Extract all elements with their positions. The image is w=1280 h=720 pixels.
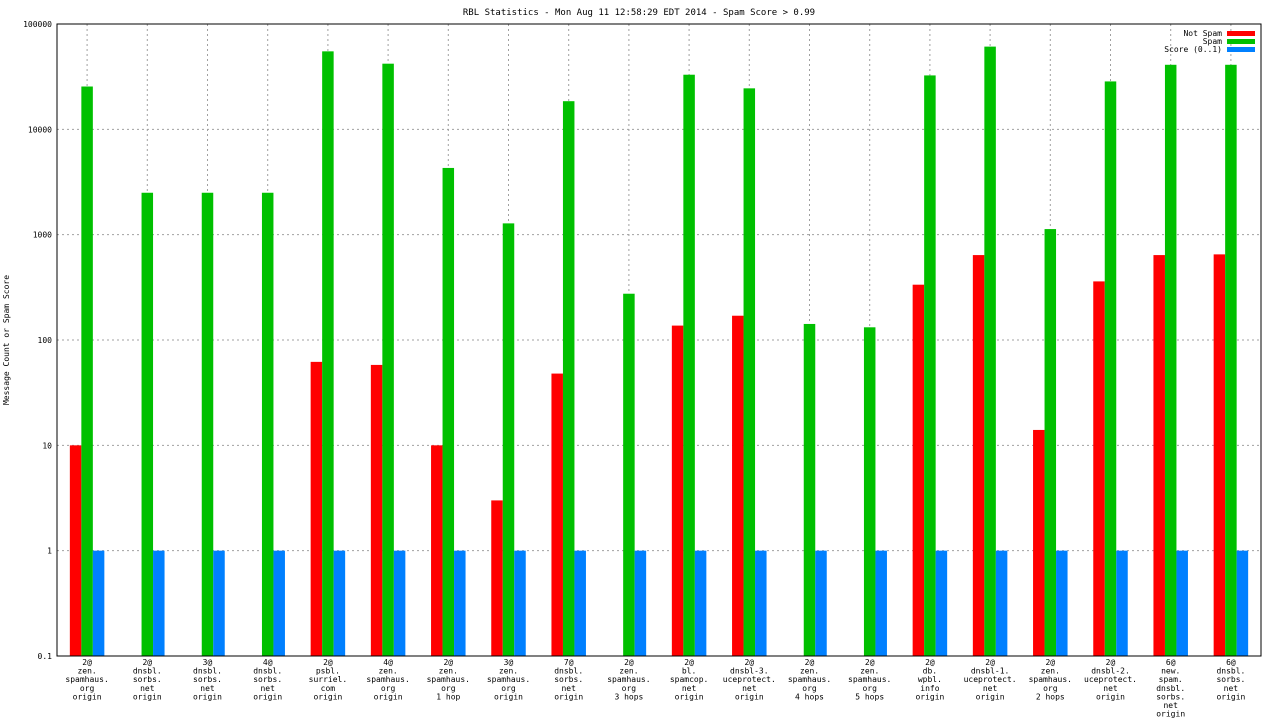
category-label: 2@ zen. spamhaus. org origin bbox=[65, 658, 108, 701]
score-bar bbox=[1176, 550, 1188, 656]
score-bar bbox=[1056, 550, 1068, 656]
y-tick-label: 0.1 bbox=[38, 652, 53, 661]
spam-bar bbox=[1164, 64, 1177, 657]
score-bar bbox=[574, 550, 586, 656]
spam-bar bbox=[1044, 229, 1057, 656]
category-label: 4@ zen. spamhaus. org origin bbox=[366, 658, 409, 701]
chart-title: RBL Statistics - Mon Aug 11 12:58:29 EDT… bbox=[463, 8, 815, 18]
y-tick-label: 10000 bbox=[28, 125, 52, 134]
not-spam-bar bbox=[370, 364, 383, 656]
spam-bar bbox=[743, 88, 756, 656]
legend-swatch bbox=[1227, 39, 1255, 44]
x-axis-labels: 2@ zen. spamhaus. org origin 2@ dnsbl. sorbs. ne… bbox=[65, 658, 1245, 719]
category-label: 2@ dnsbl. sorbs. net origin bbox=[133, 658, 162, 701]
category-label: 2@ zen. spamhaus. org 3 hops bbox=[607, 658, 650, 701]
bars bbox=[69, 46, 1249, 657]
score-bar bbox=[213, 550, 225, 656]
spam-bar bbox=[984, 46, 996, 656]
not-spam-bar bbox=[551, 373, 563, 656]
category-label: 7@ dnsbl. sorbs. net origin bbox=[554, 658, 583, 701]
not-spam-bar bbox=[310, 361, 323, 656]
score-bar bbox=[153, 550, 165, 656]
not-spam-bar bbox=[912, 284, 925, 656]
not-spam-bar bbox=[1213, 254, 1226, 657]
score-bar bbox=[995, 550, 1008, 656]
spam-bar bbox=[863, 327, 876, 656]
category-label: 2@ zen. spamhaus. org 2 hops bbox=[1029, 658, 1072, 701]
y-axis-label: Message Count or Spam Score bbox=[2, 275, 11, 405]
not-spam-bar bbox=[69, 445, 82, 656]
grid-lines bbox=[57, 24, 1261, 656]
score-bar bbox=[1116, 550, 1128, 656]
category-label: 2@ dnsbl-2. uceprotect. net origin bbox=[1084, 658, 1137, 701]
not-spam-bar bbox=[491, 500, 503, 656]
y-tick-label: 10 bbox=[42, 441, 52, 450]
score-bar bbox=[514, 550, 526, 656]
score-bar bbox=[935, 550, 948, 656]
category-label: 2@ db. wpbl. info origin bbox=[915, 658, 944, 701]
spam-bar bbox=[322, 51, 334, 657]
category-label: 3@ zen. spamhaus. org origin bbox=[487, 658, 530, 701]
score-bar bbox=[454, 550, 466, 656]
y-tick-label: 100 bbox=[38, 336, 53, 345]
spam-bar bbox=[201, 192, 214, 657]
not-spam-bar bbox=[1153, 255, 1165, 656]
category-label: 2@ zen. spamhaus. org 5 hops bbox=[848, 658, 891, 701]
category-label: 2@ zen. spamhaus. org 1 hop bbox=[427, 658, 470, 701]
category-label: 3@ dnsbl. sorbs. net origin bbox=[193, 658, 222, 701]
score-bar bbox=[694, 550, 707, 656]
score-bar bbox=[634, 550, 647, 656]
not-spam-bar bbox=[671, 325, 684, 656]
y-axis-ticks: 0.1 1 10 100 1000 10000 100000 bbox=[23, 20, 52, 661]
category-label: 6@ dnsbl. sorbs. net origin bbox=[1216, 658, 1245, 701]
score-bar bbox=[273, 550, 285, 656]
not-spam-bar bbox=[732, 315, 744, 656]
spam-bar bbox=[924, 75, 936, 656]
y-tick-label: 1 bbox=[47, 547, 52, 556]
score-bar bbox=[875, 550, 887, 656]
not-spam-bar bbox=[1093, 281, 1105, 656]
spam-bar bbox=[502, 223, 515, 656]
spam-bar bbox=[623, 293, 635, 656]
spam-bar bbox=[1104, 81, 1117, 656]
score-bar bbox=[333, 550, 346, 656]
legend-swatch bbox=[1227, 31, 1255, 36]
plot-frame bbox=[56, 23, 1262, 657]
spam-bar bbox=[683, 74, 695, 656]
category-label: 2@ zen. spamhaus. org 4 hops bbox=[788, 658, 831, 701]
legend-spam: Spam bbox=[1203, 37, 1255, 46]
legend-label: Score (0..1) bbox=[1164, 45, 1222, 54]
category-label: 2@ dnsbl-3. uceprotect. net origin bbox=[723, 658, 776, 701]
y-tick-label: 1000 bbox=[33, 231, 52, 240]
spam-bar bbox=[442, 167, 455, 656]
legend-swatch bbox=[1227, 47, 1255, 52]
not-spam-bar bbox=[972, 255, 985, 656]
legend-not-spam: Not Spam bbox=[1183, 29, 1255, 38]
category-label: 2@ psbl. surriel. com origin bbox=[309, 658, 348, 701]
spam-bar bbox=[141, 192, 154, 657]
legend-label: Spam bbox=[1203, 37, 1222, 46]
spam-bar bbox=[803, 323, 816, 656]
not-spam-bar bbox=[1033, 429, 1045, 656]
spam-bar bbox=[382, 63, 394, 657]
score-bar bbox=[815, 550, 827, 656]
y-tick-label: 100000 bbox=[23, 20, 52, 29]
category-label: 2@ bl. spamcop. net origin bbox=[670, 658, 709, 701]
score-bar bbox=[1236, 550, 1249, 656]
spam-bar bbox=[1225, 64, 1237, 657]
legend-score: Score (0..1) bbox=[1164, 45, 1255, 54]
score-bar bbox=[755, 550, 767, 656]
spam-bar bbox=[562, 101, 575, 657]
score-bar bbox=[393, 550, 406, 656]
not-spam-bar bbox=[431, 445, 443, 656]
category-label: 6@ new. spam. dnsbl. sorbs. net origin bbox=[1156, 658, 1185, 719]
spam-bar bbox=[81, 86, 93, 656]
score-bar bbox=[92, 550, 105, 656]
spam-bar bbox=[261, 192, 274, 657]
category-label: 4@ dnsbl. sorbs. net origin bbox=[253, 658, 282, 701]
category-label: 2@ dnsbl-1. uceprotect. net origin bbox=[964, 658, 1017, 701]
legend-label: Not Spam bbox=[1183, 29, 1222, 38]
